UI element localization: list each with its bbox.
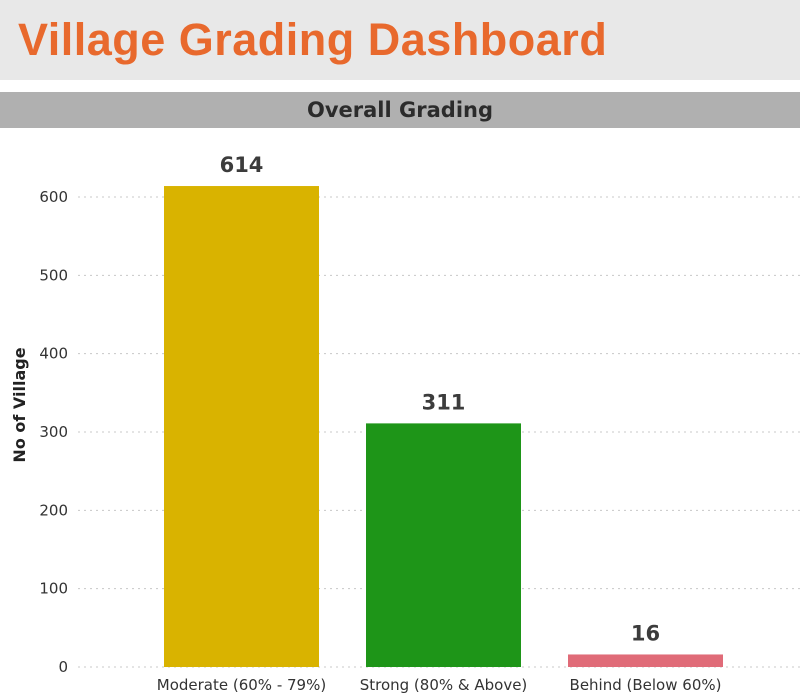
data-label: 311 [422, 390, 466, 414]
data-labels: 614 311 16 [220, 153, 661, 645]
section-title: Overall Grading [307, 98, 493, 122]
x-category-label: Behind (Below 60%) [570, 676, 722, 694]
y-tick-label: 500 [39, 266, 68, 284]
x-category-label: Strong (80% & Above) [360, 676, 528, 694]
header-band: Village Grading Dashboard [0, 0, 800, 80]
y-axis-ticks: 0 100 200 300 400 500 600 [39, 188, 68, 676]
data-label: 614 [220, 153, 264, 177]
section-bar: Overall Grading [0, 92, 800, 128]
dashboard-title: Village Grading Dashboard [18, 14, 608, 65]
bar [164, 186, 319, 668]
y-tick-label: 0 [58, 658, 68, 676]
bar [568, 654, 723, 667]
bars [164, 186, 723, 668]
y-tick-label: 600 [39, 188, 68, 206]
bar [366, 423, 521, 667]
y-tick-label: 300 [39, 423, 68, 441]
y-tick-label: 400 [39, 345, 68, 363]
x-axis-categories: Moderate (60% - 79%) Strong (80% & Above)… [157, 676, 722, 694]
x-category-label: Moderate (60% - 79%) [157, 676, 326, 694]
y-tick-label: 200 [39, 501, 68, 519]
y-axis-title: No of Village [10, 347, 29, 462]
y-tick-label: 100 [39, 580, 68, 598]
data-label: 16 [631, 621, 660, 645]
